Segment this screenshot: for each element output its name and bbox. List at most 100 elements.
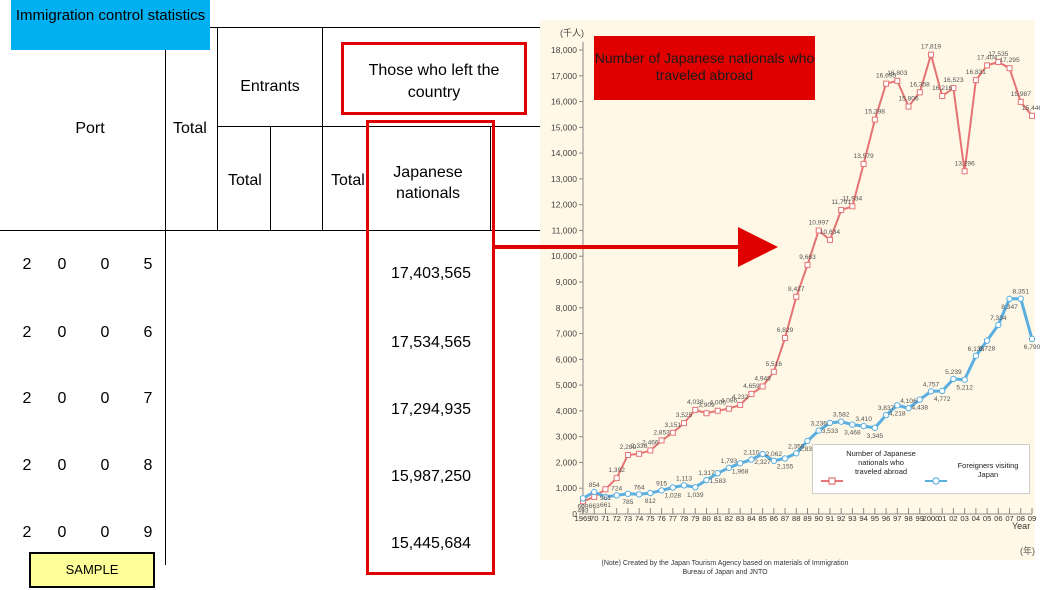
point-foreigners	[837, 418, 845, 425]
data-label-foreigners: 3,582	[833, 412, 850, 419]
year-digit: 0	[100, 390, 110, 407]
y-tick-label: 3,000	[556, 432, 578, 442]
x-tick-label: 91	[826, 514, 834, 523]
data-label-japanese: 16,358	[910, 81, 931, 88]
data-label-japanese: 4,038	[687, 399, 704, 406]
point-japanese	[602, 486, 609, 493]
data-label-japanese: 16,216	[932, 85, 953, 92]
year-digit: 0	[57, 524, 67, 541]
point-japanese	[658, 437, 665, 444]
x-tick-label: 03	[960, 514, 968, 523]
data-label-foreigners: 812	[645, 498, 656, 505]
point-japanese	[916, 89, 923, 96]
x-tick-label: 90	[814, 514, 822, 523]
x-tick-label: 79	[691, 514, 699, 523]
x-tick-label: 97	[893, 514, 901, 523]
year-digit: 0	[100, 256, 110, 273]
point-japanese	[826, 236, 833, 243]
data-label-japanese: 13,579	[854, 153, 875, 160]
legend-marker-foreigners	[932, 477, 940, 485]
point-japanese	[647, 447, 654, 454]
point-japanese	[1029, 112, 1035, 119]
legend-marker-japanese	[828, 477, 836, 485]
data-label-japanese: 15,446	[1022, 105, 1040, 112]
y-tick-label: 6,000	[556, 354, 578, 364]
point-japanese	[939, 92, 946, 99]
data-label-japanese: 2,289	[620, 444, 637, 451]
point-foreigners	[804, 437, 811, 445]
point-foreigners	[826, 419, 834, 427]
data-label-japanese: 17,404	[977, 54, 998, 61]
point-japanese	[860, 160, 867, 167]
japanese-count: 15,445,684	[390, 535, 472, 552]
data-label-japanese: 17,819	[921, 44, 942, 51]
japanese-nationals-header: Japanese nationals	[393, 164, 463, 202]
data-label-foreigners: 4,218	[889, 410, 906, 417]
series-line-japanese	[582, 51, 1033, 503]
x-tick-label: 89	[803, 514, 811, 523]
data-label-japanese: 8,427	[788, 286, 805, 293]
japanese-count: 17,294,935	[390, 401, 472, 418]
y-tick-label: 2,000	[556, 457, 578, 467]
point-foreigners	[905, 404, 912, 412]
year-digit: 0	[100, 524, 110, 541]
year-digit: 2	[22, 524, 32, 541]
data-label-japanese: 3,525	[676, 412, 693, 419]
point-foreigners	[961, 376, 968, 383]
data-label-foreigners: 6,138	[968, 346, 985, 353]
point-foreigners	[613, 492, 620, 499]
x-tick-label: 70	[590, 514, 598, 523]
point-foreigners	[860, 422, 867, 430]
point-japanese	[871, 116, 878, 123]
year-digit: 2	[22, 256, 32, 273]
point-japanese	[782, 334, 789, 341]
data-label-foreigners: 764	[634, 484, 645, 491]
y-tick-label: 1,000	[556, 483, 578, 493]
y-tick-label: 12,000	[551, 200, 577, 210]
y-tick-label: 4,000	[556, 406, 578, 416]
data-label-foreigners: 3,468	[844, 430, 861, 437]
x-tick-label: 87	[781, 514, 789, 523]
x-tick-label: 94	[859, 514, 867, 523]
point-foreigners	[680, 482, 688, 489]
y-tick-label: 0	[572, 509, 577, 519]
chart-title: Number of Japanese nationals who travele…	[594, 36, 815, 100]
data-label-foreigners: 1,113	[676, 475, 692, 482]
data-label-foreigners: 4,757	[923, 381, 940, 388]
point-japanese	[849, 203, 856, 210]
data-label-japanese: 4,086	[721, 398, 738, 405]
data-label-foreigners: 3,345	[867, 433, 884, 440]
x-tick-label: 75	[646, 514, 654, 523]
data-label-japanese: 16,803	[887, 70, 908, 77]
y-tick-label: 16,000	[551, 97, 577, 107]
point-japanese	[927, 51, 934, 58]
x-tick-label: 1969	[575, 514, 592, 523]
data-label-japanese: 5,516	[766, 361, 783, 368]
data-label-foreigners: 1,039	[687, 492, 704, 499]
data-label-japanese: 4,659	[743, 383, 760, 390]
point-foreigners	[591, 488, 598, 496]
point-foreigners	[983, 337, 991, 344]
data-label-foreigners: 3,410	[855, 416, 872, 423]
data-label-foreigners: 3,236	[810, 421, 827, 428]
left-country-highlight	[341, 42, 527, 115]
data-label-foreigners: 785	[622, 499, 633, 506]
year-digit: 2	[22, 390, 32, 407]
point-foreigners	[759, 450, 766, 458]
data-label-foreigners: 7,334	[990, 315, 1007, 322]
year-digit: 2	[22, 457, 32, 474]
point-japanese	[883, 80, 890, 87]
point-japanese	[972, 77, 979, 84]
point-foreigners	[882, 411, 890, 419]
data-label-foreigners: 1,968	[732, 468, 749, 475]
year-unit-label: (年)	[1020, 546, 1035, 556]
data-label-foreigners: 1,583	[709, 478, 726, 485]
year-digit: 5	[143, 256, 153, 273]
year-digit: 0	[57, 256, 67, 273]
point-japanese	[905, 103, 912, 110]
x-tick-label: 2000	[923, 514, 940, 523]
x-tick-label: 72	[612, 514, 620, 523]
data-label-japanese: 16,695	[876, 73, 897, 80]
